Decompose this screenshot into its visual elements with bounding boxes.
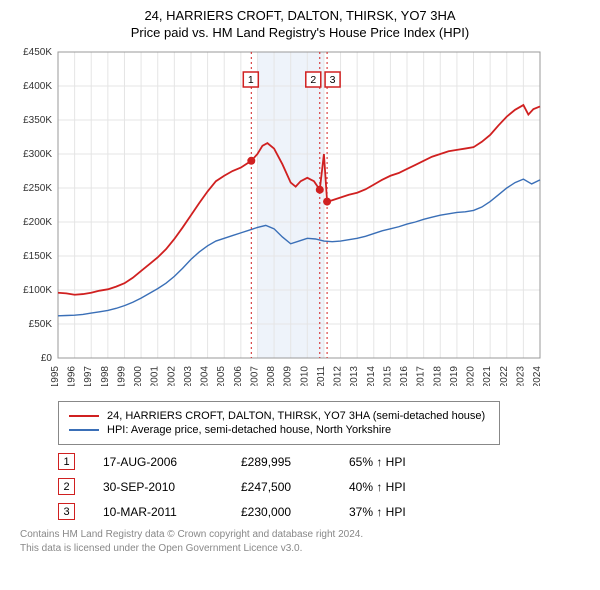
footer-line-1: Contains HM Land Registry data © Crown c… xyxy=(20,528,590,542)
sale-row: 1 17-AUG-2006 £289,995 65% ↑ HPI xyxy=(58,453,590,470)
svg-text:2: 2 xyxy=(310,74,316,86)
svg-text:2022: 2022 xyxy=(499,366,510,386)
legend-label: HPI: Average price, semi-detached house,… xyxy=(107,424,391,436)
legend-row: 24, HARRIERS CROFT, DALTON, THIRSK, YO7 … xyxy=(69,410,489,422)
svg-text:2010: 2010 xyxy=(299,366,310,386)
svg-text:£450K: £450K xyxy=(23,47,52,58)
svg-text:2001: 2001 xyxy=(150,366,161,386)
svg-text:2012: 2012 xyxy=(333,366,344,386)
legend-label: 24, HARRIERS CROFT, DALTON, THIRSK, YO7 … xyxy=(107,410,485,422)
svg-text:2018: 2018 xyxy=(432,366,443,386)
sale-date: 17-AUG-2006 xyxy=(103,455,213,469)
footer-attribution: Contains HM Land Registry data © Crown c… xyxy=(20,528,590,555)
svg-text:2024: 2024 xyxy=(532,366,543,386)
svg-text:1998: 1998 xyxy=(100,366,111,386)
svg-text:2017: 2017 xyxy=(416,366,427,386)
legend-swatch xyxy=(69,415,99,417)
svg-text:2021: 2021 xyxy=(482,366,493,386)
svg-text:£50K: £50K xyxy=(29,319,53,330)
page-root: 24, HARRIERS CROFT, DALTON, THIRSK, YO7 … xyxy=(0,0,600,561)
sale-row: 3 10-MAR-2011 £230,000 37% ↑ HPI xyxy=(58,503,590,520)
legend-swatch xyxy=(69,429,99,431)
svg-text:2003: 2003 xyxy=(183,366,194,386)
svg-text:£100K: £100K xyxy=(23,285,52,296)
svg-text:1997: 1997 xyxy=(83,366,94,386)
svg-text:1996: 1996 xyxy=(67,366,78,386)
sale-vs-hpi: 40% ↑ HPI xyxy=(349,480,449,494)
footer-line-2: This data is licensed under the Open Gov… xyxy=(20,542,590,556)
sale-marker-number: 3 xyxy=(58,503,75,520)
svg-text:£200K: £200K xyxy=(23,217,52,228)
svg-text:2002: 2002 xyxy=(166,366,177,386)
sale-date: 30-SEP-2010 xyxy=(103,480,213,494)
svg-text:2014: 2014 xyxy=(366,366,377,386)
svg-text:2011: 2011 xyxy=(316,366,327,386)
svg-text:£250K: £250K xyxy=(23,183,52,194)
svg-text:£350K: £350K xyxy=(23,115,52,126)
svg-text:£300K: £300K xyxy=(23,149,52,160)
sale-price: £247,500 xyxy=(241,480,321,494)
chart-area: £0 £50K £100K £150K £200K £250K £300K £350K £400… xyxy=(10,46,590,391)
chart-title-address: 24, HARRIERS CROFT, DALTON, THIRSK, YO7 … xyxy=(10,8,590,23)
svg-text:2007: 2007 xyxy=(249,366,260,386)
svg-text:2016: 2016 xyxy=(399,366,410,386)
legend-row: HPI: Average price, semi-detached house,… xyxy=(69,424,489,436)
sale-price: £230,000 xyxy=(241,505,321,519)
svg-text:2000: 2000 xyxy=(133,366,144,386)
svg-text:2020: 2020 xyxy=(466,366,477,386)
titles: 24, HARRIERS CROFT, DALTON, THIRSK, YO7 … xyxy=(10,8,590,40)
svg-text:2004: 2004 xyxy=(200,366,211,386)
svg-text:1: 1 xyxy=(248,74,254,86)
sale-marker-number: 1 xyxy=(58,453,75,470)
svg-text:1999: 1999 xyxy=(116,366,127,386)
sale-vs-hpi: 37% ↑ HPI xyxy=(349,505,449,519)
sale-row: 2 30-SEP-2010 £247,500 40% ↑ HPI xyxy=(58,478,590,495)
svg-text:2009: 2009 xyxy=(283,366,294,386)
price-chart: £0 £50K £100K £150K £200K £250K £300K £350K £400… xyxy=(10,46,550,386)
svg-text:£400K: £400K xyxy=(23,81,52,92)
sale-vs-hpi: 65% ↑ HPI xyxy=(349,455,449,469)
svg-text:2006: 2006 xyxy=(233,366,244,386)
svg-text:£0: £0 xyxy=(41,353,53,364)
svg-text:2023: 2023 xyxy=(515,366,526,386)
svg-text:1995: 1995 xyxy=(50,366,61,386)
svg-text:2015: 2015 xyxy=(382,366,393,386)
chart-title-desc: Price paid vs. HM Land Registry's House … xyxy=(10,25,590,40)
sale-price: £289,995 xyxy=(241,455,321,469)
legend: 24, HARRIERS CROFT, DALTON, THIRSK, YO7 … xyxy=(58,401,500,445)
svg-text:2008: 2008 xyxy=(266,366,277,386)
svg-text:2005: 2005 xyxy=(216,366,227,386)
svg-text:£150K: £150K xyxy=(23,251,52,262)
sales-table: 1 17-AUG-2006 £289,995 65% ↑ HPI 2 30-SEP-201… xyxy=(58,453,590,520)
svg-text:2013: 2013 xyxy=(349,366,360,386)
sale-date: 10-MAR-2011 xyxy=(103,505,213,519)
svg-text:2019: 2019 xyxy=(449,366,460,386)
svg-text:3: 3 xyxy=(330,74,336,86)
sale-marker-number: 2 xyxy=(58,478,75,495)
